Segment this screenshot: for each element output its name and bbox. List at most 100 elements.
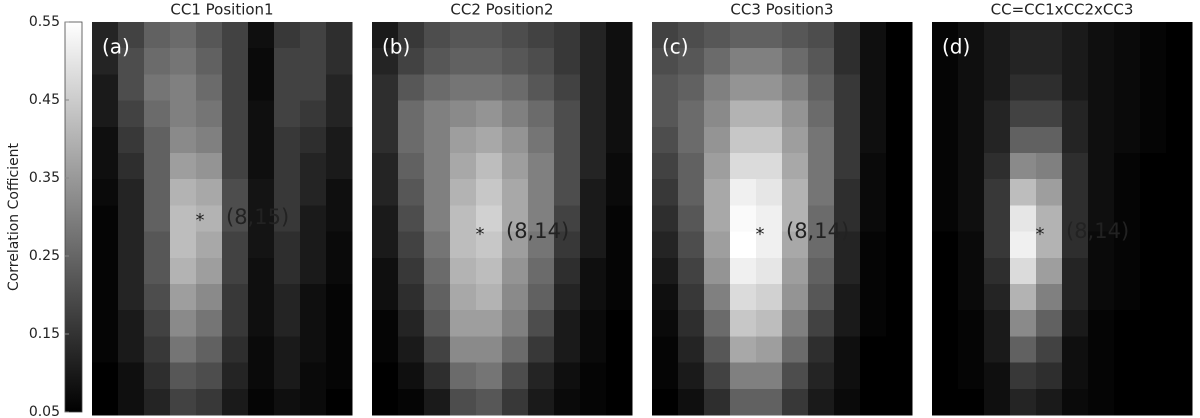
heatmap-cell	[678, 179, 705, 206]
heatmap-cell	[196, 48, 223, 75]
heatmap-cell	[554, 284, 581, 311]
heatmap-cell	[92, 179, 119, 206]
heatmap-cell	[424, 74, 451, 102]
heatmap-cell	[450, 257, 477, 285]
panel-title: CC3 Position3	[730, 1, 833, 19]
heatmap-cell	[326, 284, 353, 311]
heatmap-cell	[502, 153, 529, 180]
heatmap-cell	[118, 362, 145, 390]
heatmap-cell	[958, 100, 985, 128]
heatmap-cell	[808, 100, 835, 128]
heatmap-cell	[580, 362, 607, 390]
heatmap-cell	[274, 179, 301, 206]
y-tick-label: 0.25	[29, 248, 60, 264]
heatmap-cell	[860, 388, 887, 416]
heatmap-cell	[1062, 257, 1089, 285]
heatmap-cell	[1010, 22, 1037, 49]
heatmap-cell	[92, 22, 119, 49]
heatmap-cell	[1140, 257, 1167, 285]
heatmap-cell	[92, 126, 119, 154]
heatmap-cell	[1114, 205, 1141, 233]
heatmap-cell	[756, 74, 783, 102]
heatmap-cell	[222, 179, 249, 206]
heatmap-cell	[860, 362, 887, 390]
heatmap-cell	[678, 336, 705, 364]
heatmap-cell	[450, 205, 477, 233]
heatmap-cell	[144, 336, 171, 364]
heatmap-cell	[580, 205, 607, 233]
heatmap-cell	[398, 336, 425, 364]
heatmap-cell	[1166, 74, 1193, 102]
heatmap-cell	[756, 231, 783, 259]
heatmap-cell	[372, 388, 399, 416]
heatmap-cell	[958, 179, 985, 206]
heatmap-cell	[326, 388, 353, 416]
peak-annotation: (8,14)	[1066, 219, 1129, 243]
heatmap-cell	[326, 74, 353, 102]
heatmap-cell	[756, 257, 783, 285]
heatmap-cell	[756, 22, 783, 49]
panel-title: CC2 Position2	[450, 1, 553, 19]
heatmap-cell	[1036, 336, 1063, 364]
heatmap-cell	[554, 310, 581, 337]
heatmap-cell	[1010, 231, 1037, 259]
heatmap-cell	[424, 205, 451, 233]
heatmap-panel	[932, 22, 1193, 416]
heatmap-cell	[984, 22, 1011, 49]
heatmap-cell	[248, 22, 275, 49]
heatmap-cell	[1088, 205, 1115, 233]
heatmap-cell	[678, 153, 705, 180]
heatmap-cell	[554, 22, 581, 49]
heatmap-cell	[222, 257, 249, 285]
heatmap-panel	[652, 22, 913, 416]
y-tick-label: 0.15	[29, 326, 60, 342]
heatmap-cell	[118, 74, 145, 102]
heatmap-cell	[580, 231, 607, 259]
heatmap-cell	[554, 336, 581, 364]
heatmap-cell	[860, 257, 887, 285]
heatmap-cell	[170, 179, 197, 206]
heatmap-cell	[730, 284, 757, 311]
heatmap-cell	[756, 153, 783, 180]
heatmap-cell	[528, 205, 555, 233]
heatmap-cell	[860, 153, 887, 180]
heatmap-cell	[782, 48, 809, 75]
heatmap-cell	[678, 362, 705, 390]
heatmap-cell	[1062, 48, 1089, 75]
heatmap-cell	[1088, 231, 1115, 259]
heatmap-cell	[1010, 100, 1037, 128]
heatmap-cell	[886, 22, 913, 49]
heatmap-cell	[1140, 48, 1167, 75]
heatmap-cell	[326, 231, 353, 259]
heatmap-cell	[1088, 100, 1115, 128]
heatmap-cell	[782, 257, 809, 285]
heatmap-cell	[502, 126, 529, 154]
heatmap-cell	[730, 126, 757, 154]
heatmap-cell	[274, 336, 301, 364]
heatmap-cell	[704, 231, 731, 259]
heatmap-cell	[606, 231, 633, 259]
heatmap-cell	[248, 74, 275, 102]
heatmap-cell	[502, 362, 529, 390]
heatmap-cell	[580, 126, 607, 154]
heatmap-cell	[450, 362, 477, 390]
heatmap-cell	[606, 22, 633, 49]
heatmap-cell	[424, 231, 451, 259]
heatmap-cell	[860, 48, 887, 75]
heatmap-cell	[196, 310, 223, 337]
heatmap-cell	[808, 74, 835, 102]
heatmap-cell	[652, 205, 679, 233]
heatmap-cell	[502, 388, 529, 416]
heatmap-cell	[652, 153, 679, 180]
heatmap-cell	[1166, 205, 1193, 233]
heatmap-cell	[398, 205, 425, 233]
heatmap-cell	[170, 153, 197, 180]
heatmap-cell	[1036, 362, 1063, 390]
heatmap-cell	[554, 362, 581, 390]
heatmap-cell	[782, 153, 809, 180]
heatmap-cell	[248, 231, 275, 259]
heatmap-cell	[932, 100, 959, 128]
heatmap-cell	[502, 48, 529, 75]
heatmap-cell	[144, 362, 171, 390]
heatmap-cell	[372, 74, 399, 102]
